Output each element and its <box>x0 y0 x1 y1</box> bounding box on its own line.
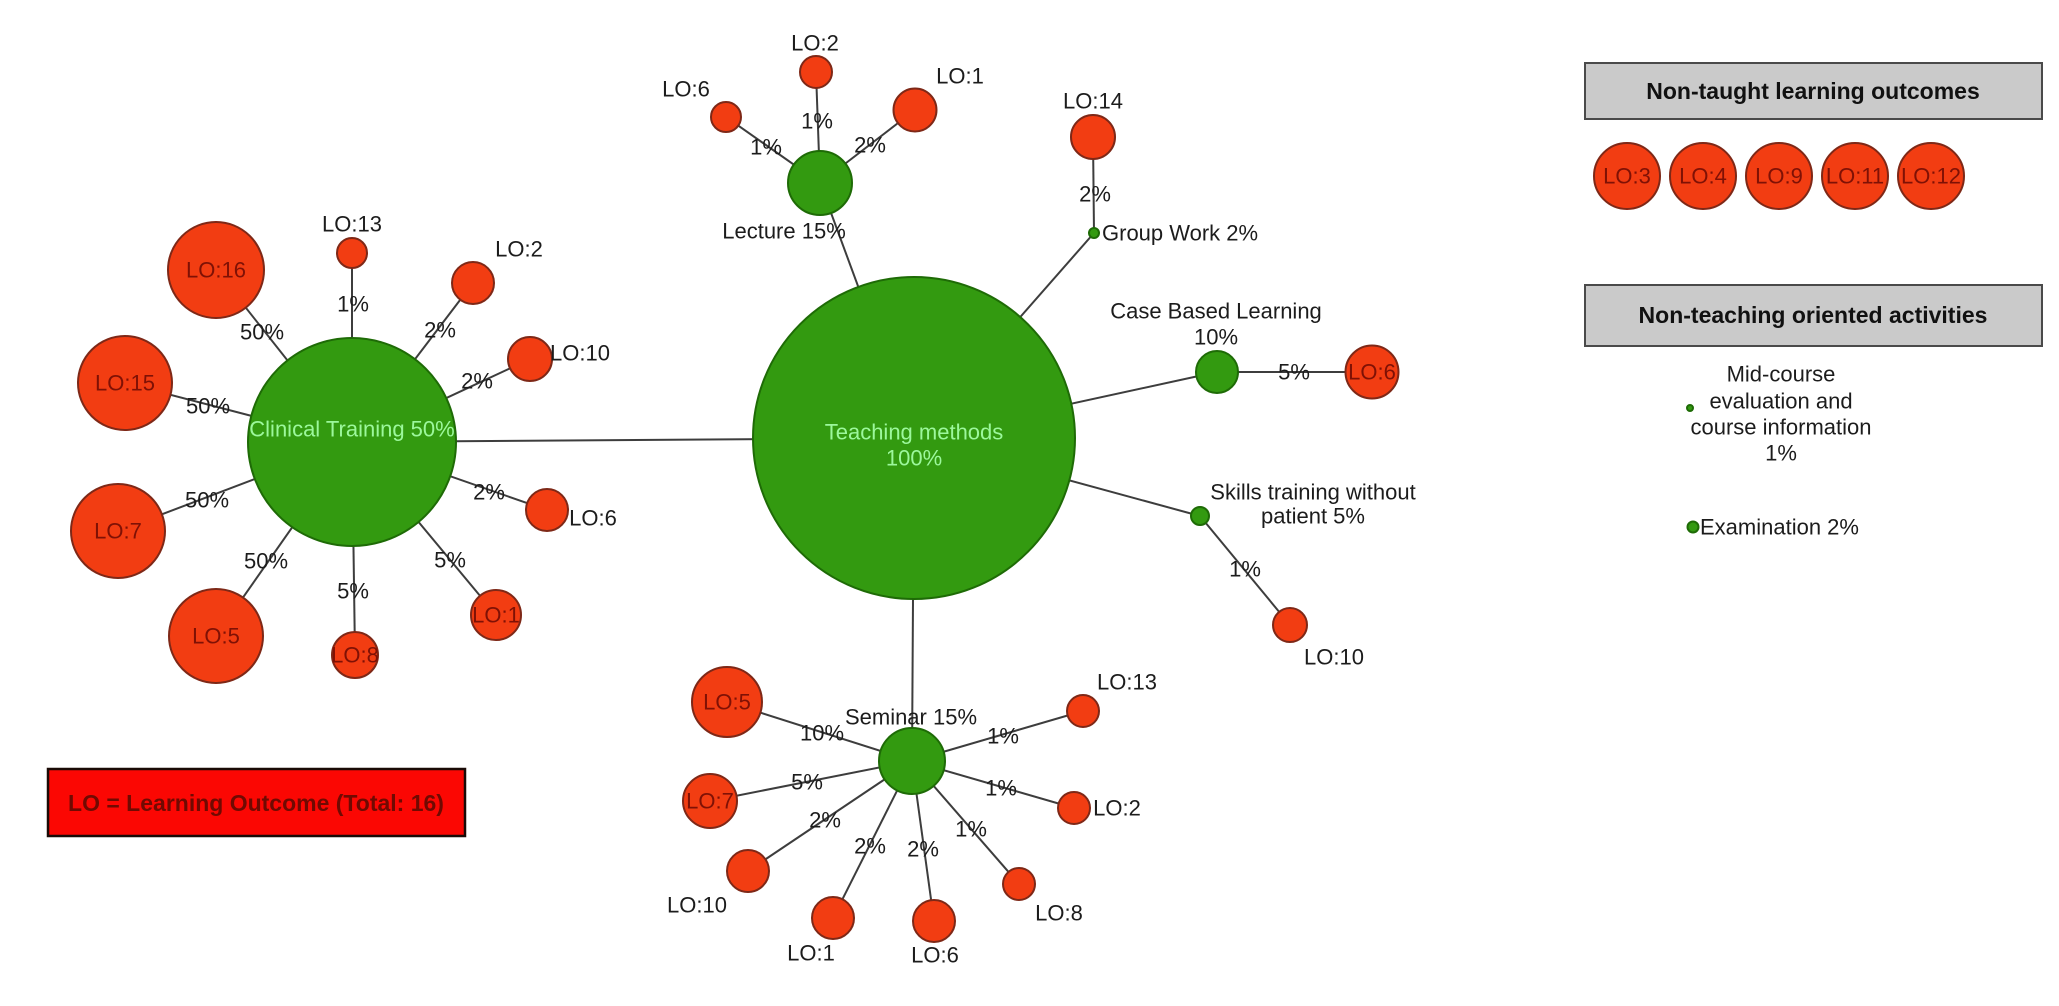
svg-text:Seminar 15%: Seminar 15% <box>845 705 977 730</box>
svg-text:Skills training without: Skills training without <box>1210 480 1415 505</box>
svg-text:LO:9: LO:9 <box>1755 164 1803 189</box>
svg-text:2%: 2% <box>907 837 939 862</box>
svg-text:2%: 2% <box>473 480 505 505</box>
svg-text:LO:10: LO:10 <box>667 893 727 918</box>
svg-text:50%: 50% <box>244 549 288 574</box>
svg-text:LO:10: LO:10 <box>550 341 610 366</box>
svg-text:1%: 1% <box>337 292 369 317</box>
svg-text:LO:6: LO:6 <box>662 77 710 102</box>
svg-text:1%: 1% <box>985 776 1017 801</box>
svg-text:Non-teaching oriented activiti: Non-teaching oriented activities <box>1639 302 1988 328</box>
svg-text:5%: 5% <box>791 770 823 795</box>
svg-text:1%: 1% <box>1229 557 1261 582</box>
svg-text:LO:1: LO:1 <box>936 64 984 89</box>
svg-text:LO:7: LO:7 <box>94 519 142 544</box>
svg-text:50%: 50% <box>185 488 229 513</box>
svg-text:1%: 1% <box>750 135 782 160</box>
svg-text:LO:15: LO:15 <box>95 371 155 396</box>
svg-text:LO:11: LO:11 <box>1826 164 1884 189</box>
svg-text:LO:4: LO:4 <box>1679 164 1727 189</box>
svg-text:10%: 10% <box>800 721 844 746</box>
svg-text:50%: 50% <box>240 320 284 345</box>
svg-text:LO:3: LO:3 <box>1603 164 1651 189</box>
svg-text:LO:1: LO:1 <box>787 941 835 966</box>
svg-text:LO:7: LO:7 <box>686 789 734 814</box>
svg-text:LO:5: LO:5 <box>192 624 240 649</box>
svg-text:LO:8: LO:8 <box>1035 901 1083 926</box>
svg-text:1%: 1% <box>801 109 833 134</box>
svg-text:LO:8: LO:8 <box>331 643 379 668</box>
svg-text:Group Work 2%: Group Work 2% <box>1102 221 1258 246</box>
svg-text:2%: 2% <box>809 808 841 833</box>
svg-text:1%: 1% <box>987 724 1019 749</box>
svg-text:LO:16: LO:16 <box>186 258 246 283</box>
svg-text:100%: 100% <box>886 446 942 471</box>
svg-text:2%: 2% <box>854 133 886 158</box>
svg-text:LO:2: LO:2 <box>495 237 543 262</box>
svg-text:5%: 5% <box>337 579 369 604</box>
svg-text:LO:5: LO:5 <box>703 690 751 715</box>
svg-text:2%: 2% <box>1079 182 1111 207</box>
svg-text:evaluation and: evaluation and <box>1709 389 1852 414</box>
svg-text:LO:13: LO:13 <box>322 212 382 237</box>
svg-text:Case Based Learning: Case Based Learning <box>1110 299 1322 324</box>
svg-text:course information: course information <box>1691 415 1872 440</box>
svg-text:5%: 5% <box>434 548 466 573</box>
svg-text:Non-taught learning outcomes: Non-taught learning outcomes <box>1646 78 1980 104</box>
svg-text:50%: 50% <box>186 394 230 419</box>
svg-text:LO:10: LO:10 <box>1304 645 1364 670</box>
svg-text:2%: 2% <box>854 834 886 859</box>
svg-text:LO:13: LO:13 <box>1097 670 1157 695</box>
svg-text:LO:2: LO:2 <box>1093 796 1141 821</box>
svg-text:Lecture 15%: Lecture 15% <box>722 219 846 244</box>
svg-text:5%: 5% <box>1278 360 1310 385</box>
svg-text:patient 5%: patient 5% <box>1261 504 1365 529</box>
svg-text:2%: 2% <box>424 318 456 343</box>
svg-text:LO:12: LO:12 <box>1901 164 1961 189</box>
svg-text:Teaching methods: Teaching methods <box>825 420 1004 445</box>
svg-text:LO:1: LO:1 <box>472 603 520 628</box>
svg-text:LO = Learning Outcome (Total:: LO = Learning Outcome (Total: 16) <box>68 790 444 816</box>
svg-text:1%: 1% <box>1765 441 1797 466</box>
svg-text:LO:6: LO:6 <box>569 506 617 531</box>
svg-text:LO:6: LO:6 <box>1348 360 1396 385</box>
svg-text:LO:2: LO:2 <box>791 31 839 56</box>
svg-text:Examination 2%: Examination 2% <box>1700 515 1859 540</box>
svg-text:LO:14: LO:14 <box>1063 89 1123 114</box>
svg-text:Clinical Training 50%: Clinical Training 50% <box>249 417 454 442</box>
svg-text:Mid-course: Mid-course <box>1727 362 1836 387</box>
svg-text:2%: 2% <box>461 369 493 394</box>
svg-text:LO:6: LO:6 <box>911 943 959 968</box>
svg-text:10%: 10% <box>1194 325 1238 350</box>
svg-text:1%: 1% <box>955 817 987 842</box>
